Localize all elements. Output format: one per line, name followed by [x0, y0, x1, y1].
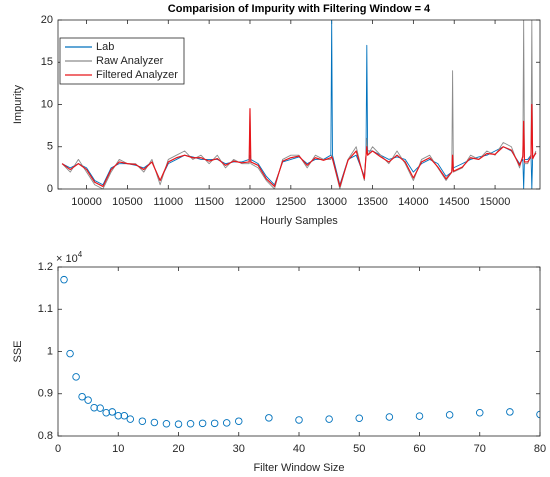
- data-point: [84, 396, 92, 404]
- x-tick-label: 12000: [235, 196, 266, 208]
- x-tick-label: 50: [353, 443, 365, 455]
- data-point: [476, 409, 484, 417]
- data-point: [150, 418, 159, 427]
- y-axis-label: SSE: [12, 340, 24, 362]
- data-point: [174, 420, 183, 428]
- data-point: [66, 349, 74, 358]
- plot-area: [61, 20, 537, 189]
- y-tick-label: 1: [47, 345, 53, 357]
- x-axis-label: Hourly Samples: [260, 215, 338, 227]
- x-axis-label: Filter Window Size: [253, 462, 344, 474]
- data-point: [60, 275, 68, 284]
- x-tick-label: 70: [474, 443, 486, 455]
- y-tick-label: 0.8: [38, 430, 53, 442]
- data-point: [120, 411, 129, 420]
- plot-area: [60, 275, 540, 428]
- x-tick-label: 10500: [112, 196, 143, 208]
- legend-label: Raw Analyzer: [96, 55, 164, 67]
- data-point: [415, 412, 424, 420]
- x-tick-label: 60: [413, 443, 425, 455]
- data-point: [536, 410, 540, 419]
- x-tick-label: 14500: [439, 196, 470, 208]
- x-tick-label: 13000: [316, 196, 347, 208]
- y-tick-label: 10: [41, 98, 53, 110]
- data-point: [138, 417, 147, 425]
- data-point: [222, 419, 231, 427]
- data-point: [355, 414, 364, 423]
- data-point: [234, 417, 243, 425]
- data-point: [445, 411, 454, 419]
- x-tick-label: 30: [233, 443, 245, 455]
- y-exponent-power: 4: [78, 250, 83, 259]
- x-tick-label: 13500: [357, 196, 388, 208]
- y-tick-label: 1.2: [38, 261, 53, 273]
- data-point: [325, 415, 333, 423]
- y-exponent: × 104: [56, 250, 83, 265]
- data-point: [295, 416, 303, 424]
- x-tick-label: 20: [172, 443, 184, 455]
- data-point: [198, 419, 207, 428]
- y-axis-label: Impurity: [12, 84, 24, 124]
- data-point: [96, 404, 104, 412]
- data-point: [385, 413, 394, 421]
- data-point: [210, 419, 219, 428]
- y-tick-label: 1.1: [38, 303, 53, 315]
- x-tick-label: 14000: [398, 196, 429, 208]
- x-tick-label: 12500: [276, 196, 307, 208]
- x-tick-label: 11000: [153, 196, 183, 208]
- chart-title: Comparision of Impurity with Filtering W…: [168, 3, 431, 15]
- data-point: [506, 408, 514, 416]
- legend-label: Lab: [96, 41, 114, 53]
- x-tick-label: 10: [112, 443, 124, 455]
- data-point: [162, 419, 171, 428]
- data-point: [114, 411, 122, 420]
- x-tick-label: 11500: [194, 196, 224, 208]
- data-point: [265, 414, 273, 422]
- data-point: [78, 392, 86, 401]
- x-tick-label: 10000: [71, 196, 102, 208]
- x-tick-label: 40: [293, 443, 305, 455]
- data-point: [102, 409, 110, 417]
- data-point: [108, 408, 116, 416]
- data-point: [126, 415, 135, 423]
- legend-label: Filtered Analyzer: [96, 69, 178, 81]
- y-tick-label: 5: [47, 141, 53, 153]
- axes-background: [58, 267, 540, 436]
- x-tick-label: 15000: [480, 196, 511, 208]
- series-line: [61, 103, 537, 188]
- axes-frame: [57, 19, 541, 190]
- data-point: [90, 403, 98, 412]
- data-point: [186, 419, 195, 428]
- x-tick-label: 0: [55, 443, 61, 455]
- x-tick-label: 80: [534, 443, 546, 455]
- y-tick-label: 0: [47, 183, 53, 195]
- y-tick-label: 20: [41, 14, 53, 26]
- y-tick-label: 15: [41, 56, 53, 68]
- axes-frame: [57, 266, 541, 437]
- data-point: [72, 373, 80, 381]
- y-multiplier: × 10: [56, 253, 78, 265]
- y-tick-label: 0.9: [38, 388, 53, 400]
